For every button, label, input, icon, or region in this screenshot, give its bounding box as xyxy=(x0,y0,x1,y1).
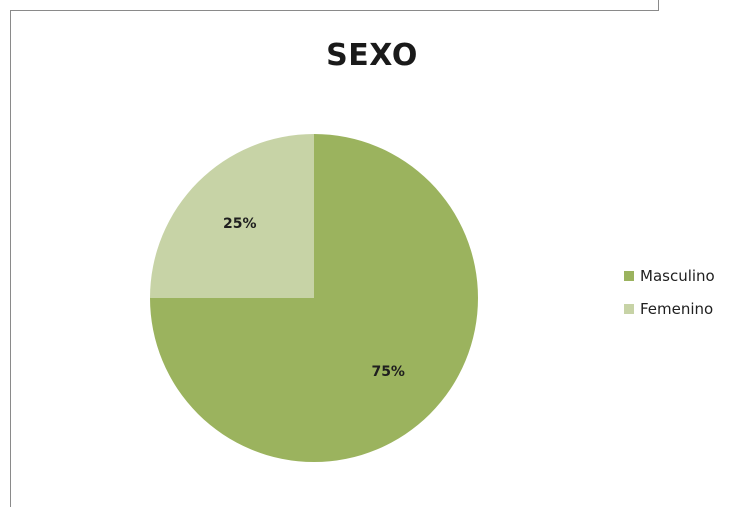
slice-label-masculino: 75% xyxy=(371,364,405,380)
legend-swatch-femenino xyxy=(624,304,634,314)
pie-slice-femenino xyxy=(150,134,314,298)
legend: Masculino Femenino xyxy=(624,266,715,332)
legend-item-masculino: Masculino xyxy=(624,266,715,286)
slice-label-femenino: 25% xyxy=(223,216,257,232)
chart-frame-corner-tick xyxy=(658,0,659,11)
chart-frame-top-border xyxy=(10,10,659,11)
pie-slice-labels: 75% 25% xyxy=(223,216,405,380)
pie-slices xyxy=(150,134,478,462)
chart-title: SEXO xyxy=(326,38,418,73)
legend-label-femenino: Femenino xyxy=(640,300,714,318)
chart-frame-left-border xyxy=(10,10,11,507)
legend-swatch-masculino xyxy=(624,271,634,281)
legend-item-femenino: Femenino xyxy=(624,299,715,319)
legend-label-masculino: Masculino xyxy=(640,267,715,285)
